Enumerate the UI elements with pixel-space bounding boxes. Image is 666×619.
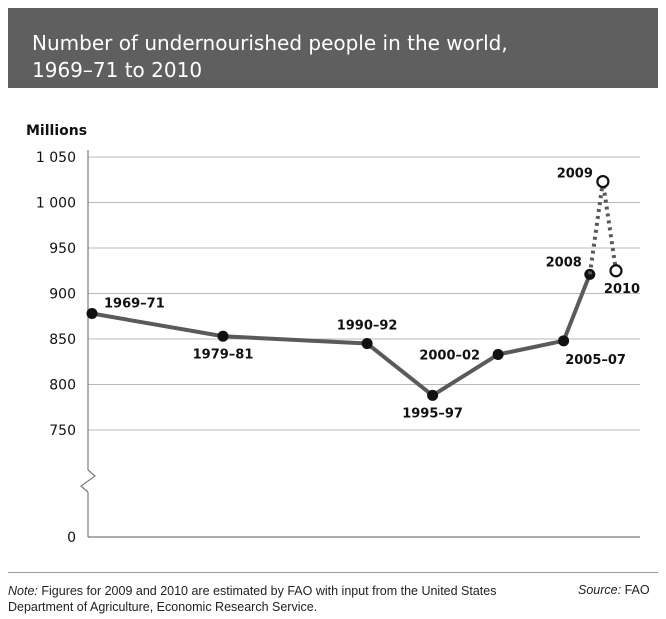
y-axis-title: Millions	[26, 123, 87, 139]
chart-title-line-1: Number of undernourished people in the w…	[32, 31, 508, 55]
footer-divider	[8, 572, 658, 573]
data-label: 1995–97	[402, 406, 463, 421]
data-label: 2005–07	[565, 353, 626, 368]
source-text: FAO	[624, 583, 650, 597]
footnote: Note: Figures for 2009 and 2010 are esti…	[8, 583, 548, 615]
data-label: 1990–92	[337, 319, 398, 334]
data-point-marker	[361, 338, 373, 350]
y-tick-label: 900	[49, 287, 76, 303]
estimate-series-line	[587, 179, 618, 275]
y-tick-label: 800	[49, 378, 76, 394]
data-point-marker	[558, 335, 570, 347]
estimate-marker	[609, 264, 623, 278]
y-tick-label: 1 000	[36, 196, 76, 212]
footnote-lead: Note:	[8, 584, 38, 598]
y-tick-label: 750	[49, 423, 76, 439]
data-label: 2009	[557, 167, 593, 182]
data-point-marker	[492, 348, 504, 360]
data-label: 1979–81	[193, 347, 254, 362]
data-label: 2010	[604, 282, 640, 297]
y-tick-label: 850	[49, 332, 76, 348]
data-series-line	[91, 273, 592, 398]
y-tick-label: 950	[49, 241, 76, 257]
y-tick-label: 1 050	[36, 150, 76, 166]
data-point-marker	[217, 330, 229, 342]
data-point-marker	[86, 308, 98, 320]
chart-title: Number of undernourished people in the w…	[32, 30, 632, 84]
estimate-marker	[596, 174, 610, 189]
data-point-marker	[427, 389, 439, 401]
footnote-text: Figures for 2009 and 2010 are estimated …	[8, 584, 497, 614]
data-label: 2008	[546, 255, 582, 270]
data-label: 2000–02	[419, 348, 480, 363]
source-credit: Source: FAO	[578, 583, 650, 597]
data-label: 1969–71	[104, 297, 165, 312]
title-band: Number of undernourished people in the w…	[8, 8, 658, 88]
axis-break-mark	[80, 469, 96, 493]
y-tick-label: 0	[67, 530, 76, 546]
source-lead: Source:	[578, 583, 622, 597]
chart-title-line-2: 1969–71 to 2010	[32, 58, 203, 82]
